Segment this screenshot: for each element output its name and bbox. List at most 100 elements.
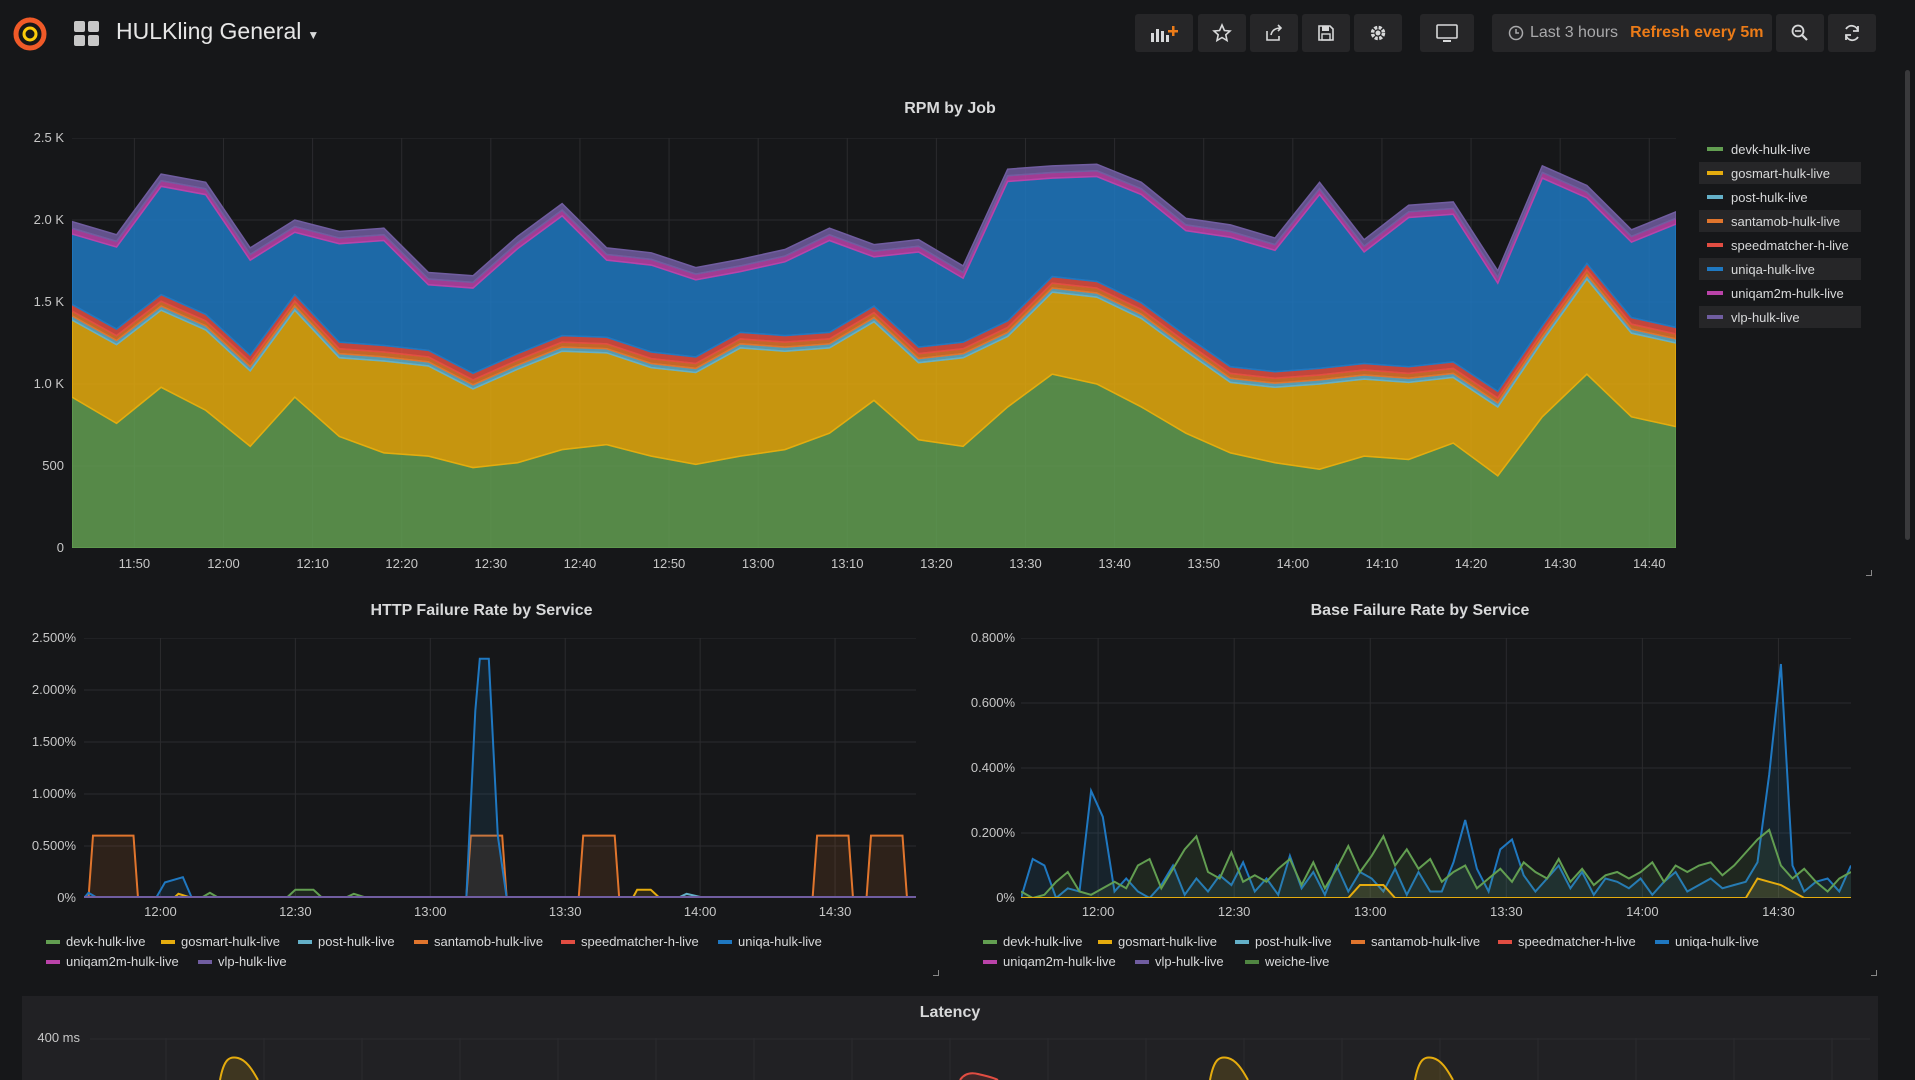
add-panel-button[interactable] xyxy=(1135,14,1193,52)
legend-item[interactable]: post-hulk-live xyxy=(298,934,395,949)
zoom-out-icon xyxy=(1791,24,1808,41)
settings-button[interactable] xyxy=(1354,14,1402,52)
rpm-by-job-panel: RPM by Job 2.5 K 2.0 K 1.5 K 1.0 K 500 0 11:5… xyxy=(0,90,1880,580)
time-range-picker[interactable]: Last 3 hours Refresh every 5m xyxy=(1492,14,1772,52)
tv-mode-icon xyxy=(1436,24,1458,42)
star-button[interactable] xyxy=(1198,14,1246,52)
legend-swatch xyxy=(1655,939,1669,944)
x-tick-label: 12:50 xyxy=(652,556,686,571)
settings-icon xyxy=(1370,25,1386,41)
legend-item[interactable]: uniqam2m-hulk-live xyxy=(1699,282,1861,304)
legend-label: vlp-hulk-live xyxy=(218,954,287,969)
panel-resize-handle[interactable] xyxy=(1871,970,1877,976)
y-tick-label: 0 xyxy=(56,540,64,555)
rpm-chart[interactable] xyxy=(72,138,1676,548)
legend-item[interactable]: devk-hulk-live xyxy=(1699,138,1861,160)
legend-label: post-hulk-live xyxy=(1255,934,1332,949)
panel-title: HTTP Failure Rate by Service xyxy=(370,602,593,619)
x-tick-label: 13:10 xyxy=(830,556,864,571)
series-line-uniqa-hulk-live xyxy=(1021,663,1851,898)
base-failure-rate-panel: Base Failure Rate by Service devk-hulk-l… xyxy=(955,600,1885,980)
legend-swatch xyxy=(1245,959,1259,964)
legend-swatch xyxy=(1707,267,1723,271)
y-tick-label: 2.000% xyxy=(31,682,76,697)
legend-swatch xyxy=(46,959,60,964)
caret-down-icon: ▼ xyxy=(307,28,320,42)
legend-item[interactable]: speedmatcher-h-live xyxy=(1498,934,1636,949)
legend-item[interactable]: vlp-hulk-live xyxy=(198,954,287,969)
legend-item[interactable]: gosmart-hulk-live xyxy=(1699,162,1861,184)
legend-swatch xyxy=(198,959,212,964)
series-fill-gosmart-hulk-live xyxy=(1021,878,1851,898)
legend-label: devk-hulk-live xyxy=(66,934,146,949)
top-navbar: HULKling General ▼ Last 3 hours Refresh e… xyxy=(0,0,1915,70)
dashboard-title-dropdown[interactable]: HULKling General ▼ xyxy=(116,18,319,45)
http-failure-chart[interactable] xyxy=(84,638,916,898)
legend-label: uniqam2m-hulk-live xyxy=(66,954,179,969)
x-tick-label: 14:30 xyxy=(818,904,852,919)
share-button[interactable] xyxy=(1250,14,1298,52)
legend-swatch xyxy=(1135,959,1149,964)
legend-item[interactable]: vlp-hulk-live xyxy=(1135,954,1224,969)
panel-title: Base Failure Rate by Service xyxy=(1310,602,1530,619)
apps-grid-icon[interactable] xyxy=(74,21,100,47)
zoom-out-button[interactable] xyxy=(1776,14,1824,52)
legend-item[interactable]: uniqa-hulk-live xyxy=(718,934,822,949)
series-fill-devk-hulk-live xyxy=(1021,829,1851,898)
y-tick-label: 500 xyxy=(42,458,64,473)
clock-icon xyxy=(1508,25,1524,41)
y-tick-label: 0.500% xyxy=(31,838,76,853)
x-tick-label: 12:30 xyxy=(1217,904,1251,919)
legend-item[interactable]: gosmart-hulk-live xyxy=(1098,934,1217,949)
legend-item[interactable]: post-hulk-live xyxy=(1699,186,1861,208)
x-tick-label: 13:00 xyxy=(1353,904,1387,919)
legend-item[interactable]: speedmatcher-h-live xyxy=(561,934,699,949)
x-tick-label: 13:00 xyxy=(414,904,447,919)
legend-item[interactable]: uniqa-hulk-live xyxy=(1699,258,1861,280)
legend-label: vlp-hulk-live xyxy=(1155,954,1224,969)
series-fill-uniqa-hulk-live xyxy=(84,658,916,898)
refresh-button[interactable] xyxy=(1828,14,1876,52)
legend-item[interactable]: uniqa-hulk-live xyxy=(1655,934,1759,949)
legend-item[interactable]: santamob-hulk-live xyxy=(414,934,543,949)
x-tick-label: 12:00 xyxy=(207,556,240,571)
x-tick-label: 12:00 xyxy=(144,904,177,919)
page-scrollbar[interactable] xyxy=(1905,70,1910,540)
star-icon xyxy=(1212,23,1232,43)
legend-item[interactable]: santamob-hulk-live xyxy=(1351,934,1480,949)
y-tick-label: 1.0 K xyxy=(33,376,64,391)
x-tick-label: 13:40 xyxy=(1098,556,1131,571)
base-failure-chart[interactable] xyxy=(1021,638,1851,898)
legend-item[interactable]: santamob-hulk-live xyxy=(1699,210,1861,232)
legend-swatch xyxy=(298,939,312,944)
latency-chart[interactable] xyxy=(90,1038,1870,1080)
y-tick-label: 0% xyxy=(57,890,76,905)
panel-resize-handle[interactable] xyxy=(1866,570,1872,576)
legend-label: post-hulk-live xyxy=(1731,189,1808,205)
legend-label: santamob-hulk-live xyxy=(1731,213,1841,229)
save-button[interactable] xyxy=(1302,14,1350,52)
legend-item[interactable]: devk-hulk-live xyxy=(46,934,145,949)
legend-item[interactable]: gosmart-hulk-live xyxy=(161,934,280,949)
base-legend: devk-hulk-live gosmart-hulk-live post-hulk… xyxy=(983,934,1863,974)
legend-item[interactable]: weiche-live xyxy=(1245,954,1329,969)
series-line-post-hulk-live xyxy=(84,892,916,898)
legend-item[interactable]: devk-hulk-live xyxy=(983,934,1082,949)
legend-swatch xyxy=(46,939,60,944)
legend-swatch xyxy=(1707,195,1723,199)
legend-item[interactable]: vlp-hulk-live xyxy=(1699,306,1861,328)
legend-swatch xyxy=(1098,939,1112,944)
latency-series-line xyxy=(219,1056,259,1080)
grafana-logo-icon[interactable] xyxy=(10,13,50,53)
legend-item[interactable]: post-hulk-live xyxy=(1235,934,1332,949)
tv-mode-button[interactable] xyxy=(1420,14,1474,52)
y-tick-label: 2.0 K xyxy=(33,212,64,227)
x-tick-label: 14:20 xyxy=(1454,556,1488,571)
legend-item[interactable]: speedmatcher-h-live xyxy=(1699,234,1861,256)
x-tick-label: 13:00 xyxy=(741,556,775,571)
legend-item[interactable]: uniqam2m-hulk-live xyxy=(46,954,179,969)
legend-item[interactable]: uniqam2m-hulk-live xyxy=(983,954,1116,969)
panel-resize-handle[interactable] xyxy=(933,970,939,976)
x-tick-label: 14:30 xyxy=(1543,556,1577,571)
y-tick-label: 0.200% xyxy=(970,825,1015,840)
